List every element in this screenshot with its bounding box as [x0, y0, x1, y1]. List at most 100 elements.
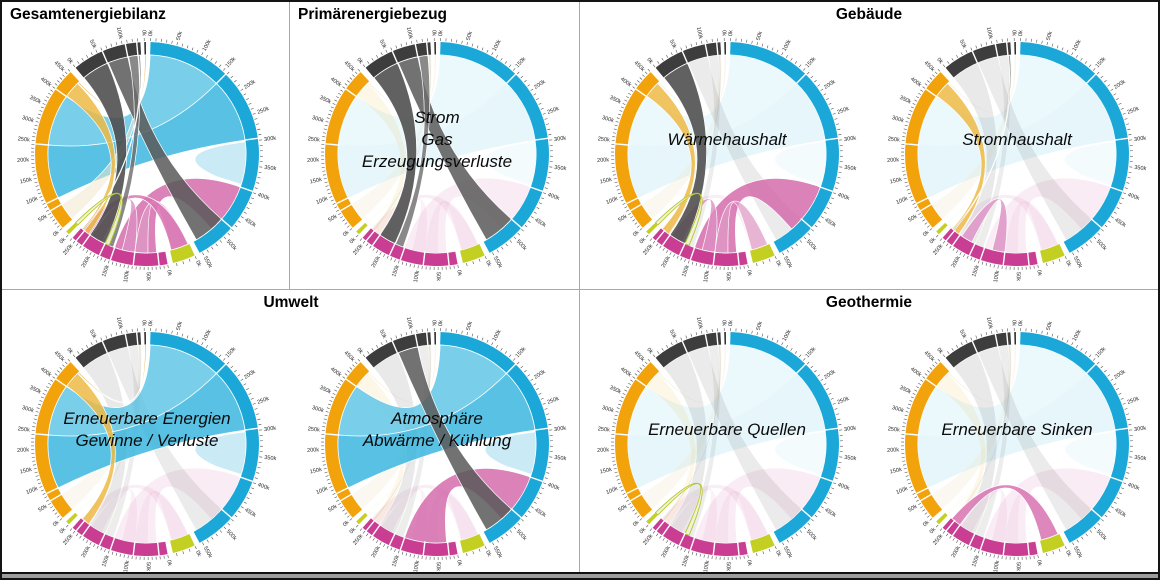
segment-gap — [635, 378, 648, 388]
segment-gap — [529, 476, 544, 483]
segment-tiny — [1014, 332, 1016, 345]
tick-label: 250k — [642, 243, 654, 256]
tick — [253, 192, 257, 195]
tick — [256, 182, 260, 184]
tick — [182, 551, 184, 555]
segment-gap — [795, 73, 807, 85]
ribbon-magenta_big — [694, 468, 821, 543]
tick — [371, 347, 374, 351]
tick — [652, 240, 656, 244]
tick — [81, 57, 84, 61]
segment-gap — [925, 88, 938, 98]
segment-gap — [712, 541, 716, 556]
tick — [517, 232, 521, 236]
tick — [231, 228, 234, 232]
segment-gap — [925, 378, 938, 388]
segment-gap — [704, 333, 709, 348]
tick-label: 100k — [123, 560, 131, 573]
tick — [912, 493, 916, 495]
tick — [201, 342, 204, 346]
tick-label: 0k — [140, 30, 146, 36]
tick-label: 100k — [315, 196, 329, 206]
tick-label: 100k — [895, 196, 909, 206]
tick — [248, 202, 252, 205]
tick — [40, 396, 44, 399]
tick-label: 450k — [1113, 217, 1127, 229]
tick — [37, 192, 41, 195]
tick — [223, 526, 227, 530]
tick — [50, 89, 54, 92]
chord-svg-erneuerbare_quellen: 0k 50k100k150k200k250k300k350k400k450k500… — [597, 316, 857, 572]
tick — [400, 333, 403, 337]
tick — [371, 57, 374, 61]
tick — [831, 487, 835, 490]
tick — [325, 121, 329, 123]
tick — [756, 553, 758, 557]
tick — [413, 264, 415, 268]
tick — [544, 477, 548, 479]
tick — [820, 506, 824, 509]
tick-label: 50k — [756, 31, 764, 41]
tick-label: 50k — [668, 329, 677, 340]
tick — [977, 550, 980, 554]
tick-label: 300k — [311, 405, 325, 414]
tick — [905, 475, 909, 477]
segment-tiny — [724, 332, 726, 345]
tick — [1058, 548, 1061, 552]
tick — [920, 216, 923, 219]
tick-label: 50k — [327, 504, 338, 514]
tick — [1096, 361, 1100, 365]
tick-label: 400k — [837, 482, 851, 492]
tick — [330, 489, 334, 492]
tick-label: 0k — [639, 527, 648, 536]
tick — [1128, 134, 1132, 136]
segment-cyan — [150, 42, 259, 253]
tick — [57, 225, 60, 228]
segment-gap — [736, 251, 740, 266]
tick — [95, 49, 98, 53]
segment-gap — [75, 229, 86, 242]
ribbon-cyan_b — [628, 373, 826, 488]
tick — [624, 496, 628, 499]
segment-cyan — [1020, 42, 1129, 253]
segment-cyan — [730, 332, 839, 543]
tick — [65, 234, 69, 238]
tick — [334, 206, 338, 209]
tick-label: 100k — [782, 329, 793, 343]
tick — [347, 370, 350, 373]
tick-label: 150k — [599, 177, 612, 186]
ribbon-cyan_a — [338, 55, 507, 147]
arc-segments — [615, 332, 839, 557]
tick — [615, 411, 619, 413]
tick-label: 0k — [148, 320, 154, 326]
tick — [1107, 510, 1111, 513]
tick — [324, 181, 328, 184]
tick-label: 250k — [887, 426, 900, 433]
panel-title-geothermie: Geothermie — [825, 294, 913, 311]
tick — [48, 382, 51, 385]
tick — [644, 361, 648, 365]
tick — [521, 228, 524, 232]
segment-gap — [425, 41, 429, 57]
tick — [1126, 472, 1130, 474]
tick — [966, 255, 969, 259]
ribbon-gray_b — [108, 346, 222, 530]
tick — [59, 228, 63, 231]
tick — [352, 74, 355, 77]
tick — [687, 550, 690, 554]
tick-label: 100k — [25, 486, 39, 496]
tick — [771, 47, 774, 51]
tick — [795, 243, 798, 247]
tick — [376, 540, 379, 543]
tick — [834, 477, 838, 479]
tick — [530, 88, 534, 91]
segment-orange — [35, 72, 80, 228]
segment-gap — [55, 88, 68, 98]
ribbon-cyan_b — [918, 373, 1116, 488]
tick-label: 400k — [329, 76, 343, 88]
tick — [257, 418, 261, 420]
tick — [336, 386, 340, 389]
tick — [802, 358, 806, 361]
segment-gap — [365, 229, 376, 242]
tick — [533, 501, 537, 504]
